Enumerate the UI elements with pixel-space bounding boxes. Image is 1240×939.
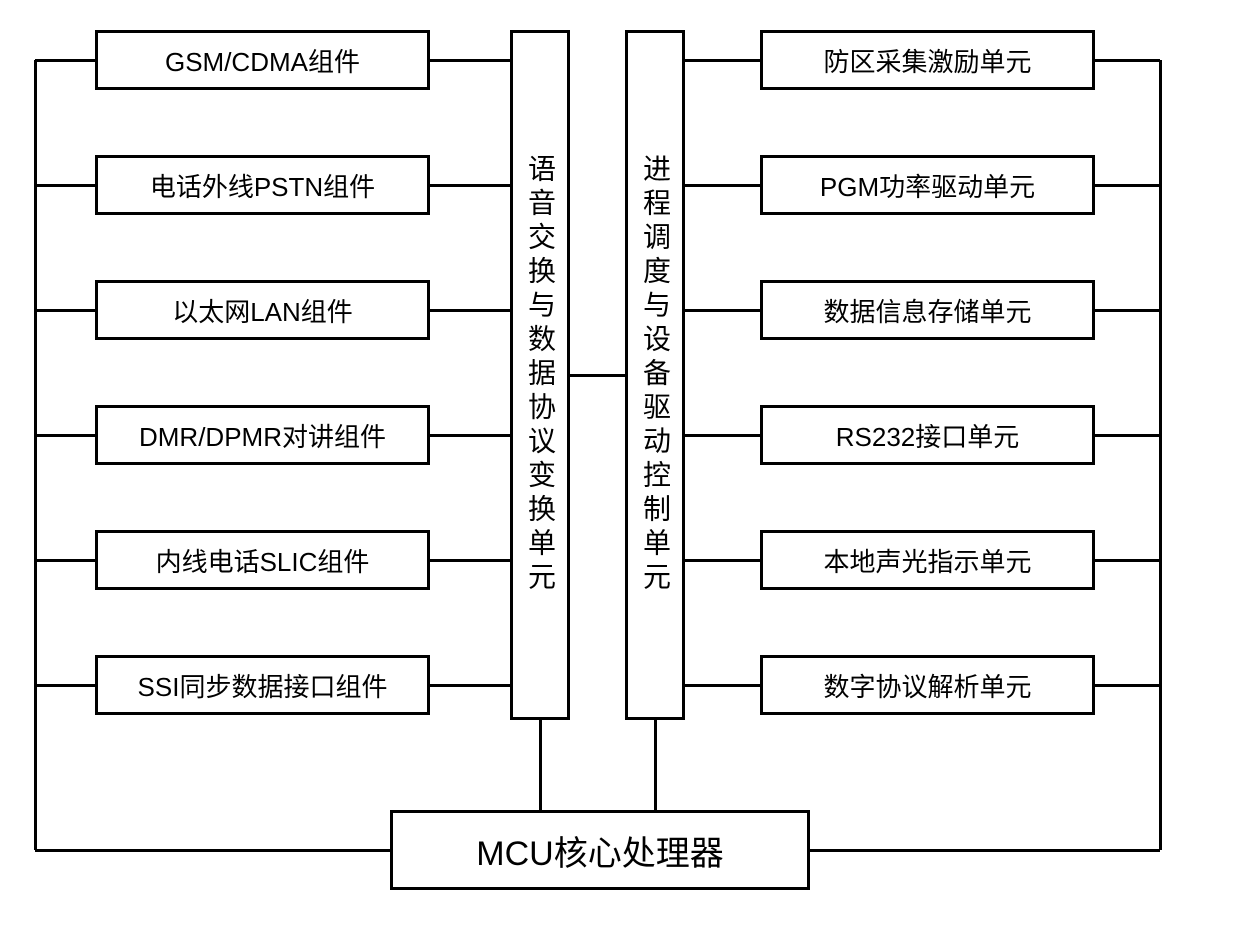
connector-line — [35, 184, 95, 187]
right-box-3: RS232接口单元 — [760, 405, 1095, 465]
connector-line — [430, 309, 510, 312]
connector-line — [430, 559, 510, 562]
left-box-4: 内线电话SLIC组件 — [95, 530, 430, 590]
connector-line — [1095, 59, 1160, 62]
connector-line — [685, 559, 760, 562]
connector-line — [685, 309, 760, 312]
connector-line — [539, 720, 542, 810]
center-left-box: 语音交换与数据协议变换单元 — [510, 30, 570, 720]
connector-line — [35, 309, 95, 312]
connector-line — [654, 720, 657, 810]
connector-line — [685, 59, 760, 62]
right-box-2: 数据信息存储单元 — [760, 280, 1095, 340]
connector-line — [810, 849, 1160, 852]
left-box-5: SSI同步数据接口组件 — [95, 655, 430, 715]
right-box-5: 数字协议解析单元 — [760, 655, 1095, 715]
connector-line — [430, 684, 510, 687]
right-box-1: PGM功率驱动单元 — [760, 155, 1095, 215]
connector-line — [1159, 60, 1162, 850]
connector-line — [34, 60, 37, 850]
connector-line — [1095, 309, 1160, 312]
connector-line — [570, 374, 625, 377]
connector-line — [35, 684, 95, 687]
connector-line — [35, 849, 390, 852]
connector-line — [1095, 559, 1160, 562]
right-box-4: 本地声光指示单元 — [760, 530, 1095, 590]
mcu-box: MCU核心处理器 — [390, 810, 810, 890]
connector-line — [1095, 184, 1160, 187]
center-right-box: 进程调度与设备驱动控制单元 — [625, 30, 685, 720]
connector-line — [1095, 434, 1160, 437]
left-box-3: DMR/DPMR对讲组件 — [95, 405, 430, 465]
connector-line — [35, 559, 95, 562]
connector-line — [430, 59, 510, 62]
left-box-2: 以太网LAN组件 — [95, 280, 430, 340]
connector-line — [430, 184, 510, 187]
connector-line — [1095, 684, 1160, 687]
connector-line — [685, 434, 760, 437]
connector-line — [35, 434, 95, 437]
connector-line — [430, 434, 510, 437]
connector-line — [35, 59, 95, 62]
left-box-0: GSM/CDMA组件 — [95, 30, 430, 90]
left-box-1: 电话外线PSTN组件 — [95, 155, 430, 215]
connector-line — [685, 184, 760, 187]
connector-line — [685, 684, 760, 687]
right-box-0: 防区采集激励单元 — [760, 30, 1095, 90]
